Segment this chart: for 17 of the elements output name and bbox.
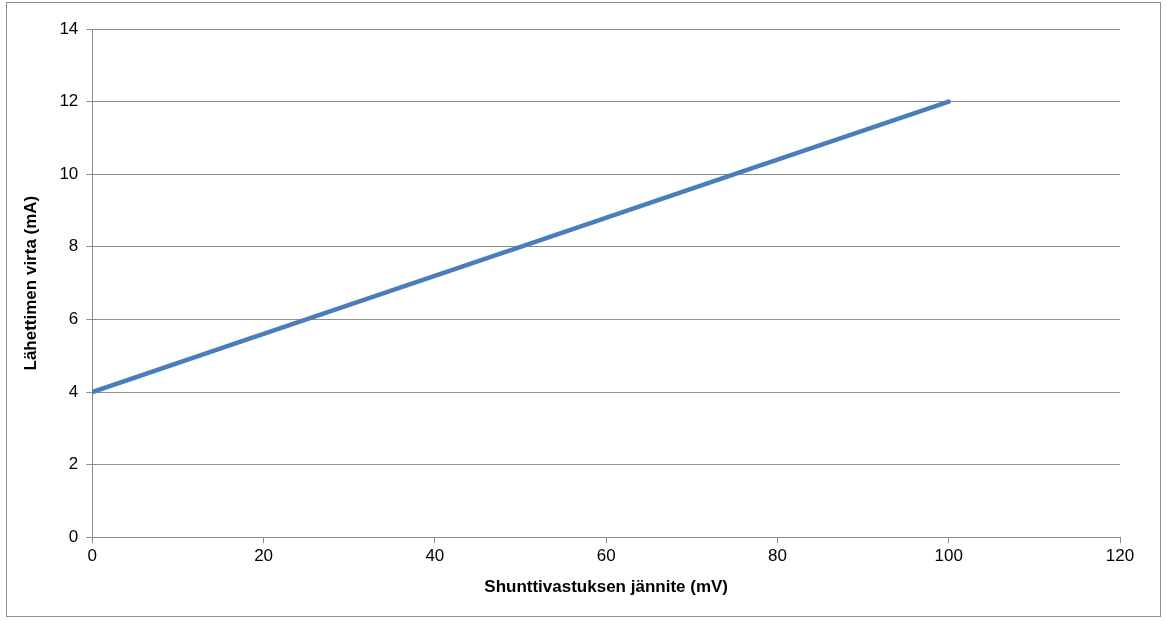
x-tick-label: 100: [934, 546, 963, 566]
y-tick-label: 2: [68, 454, 79, 474]
y-tick-label: 14: [59, 18, 79, 38]
x-tick-label: 0: [87, 546, 98, 566]
y-tick-label: 0: [68, 526, 79, 546]
y-axis-title: Lähettimen virta (mA): [20, 195, 40, 371]
y-tick-label: 12: [59, 91, 79, 111]
y-tick-label: 10: [59, 163, 79, 183]
y-tick-label: 8: [68, 236, 79, 256]
y-tick-label: 4: [68, 381, 79, 401]
x-tick-label: 60: [596, 546, 616, 566]
y-tick-label: 6: [68, 309, 79, 329]
x-tick-label: 120: [1105, 546, 1135, 566]
x-axis-title: Shunttivastuksen jännite (mV): [484, 577, 729, 597]
x-tick-label: 40: [425, 546, 445, 566]
x-tick-label: 20: [254, 546, 274, 566]
x-tick-label: 80: [767, 546, 787, 566]
